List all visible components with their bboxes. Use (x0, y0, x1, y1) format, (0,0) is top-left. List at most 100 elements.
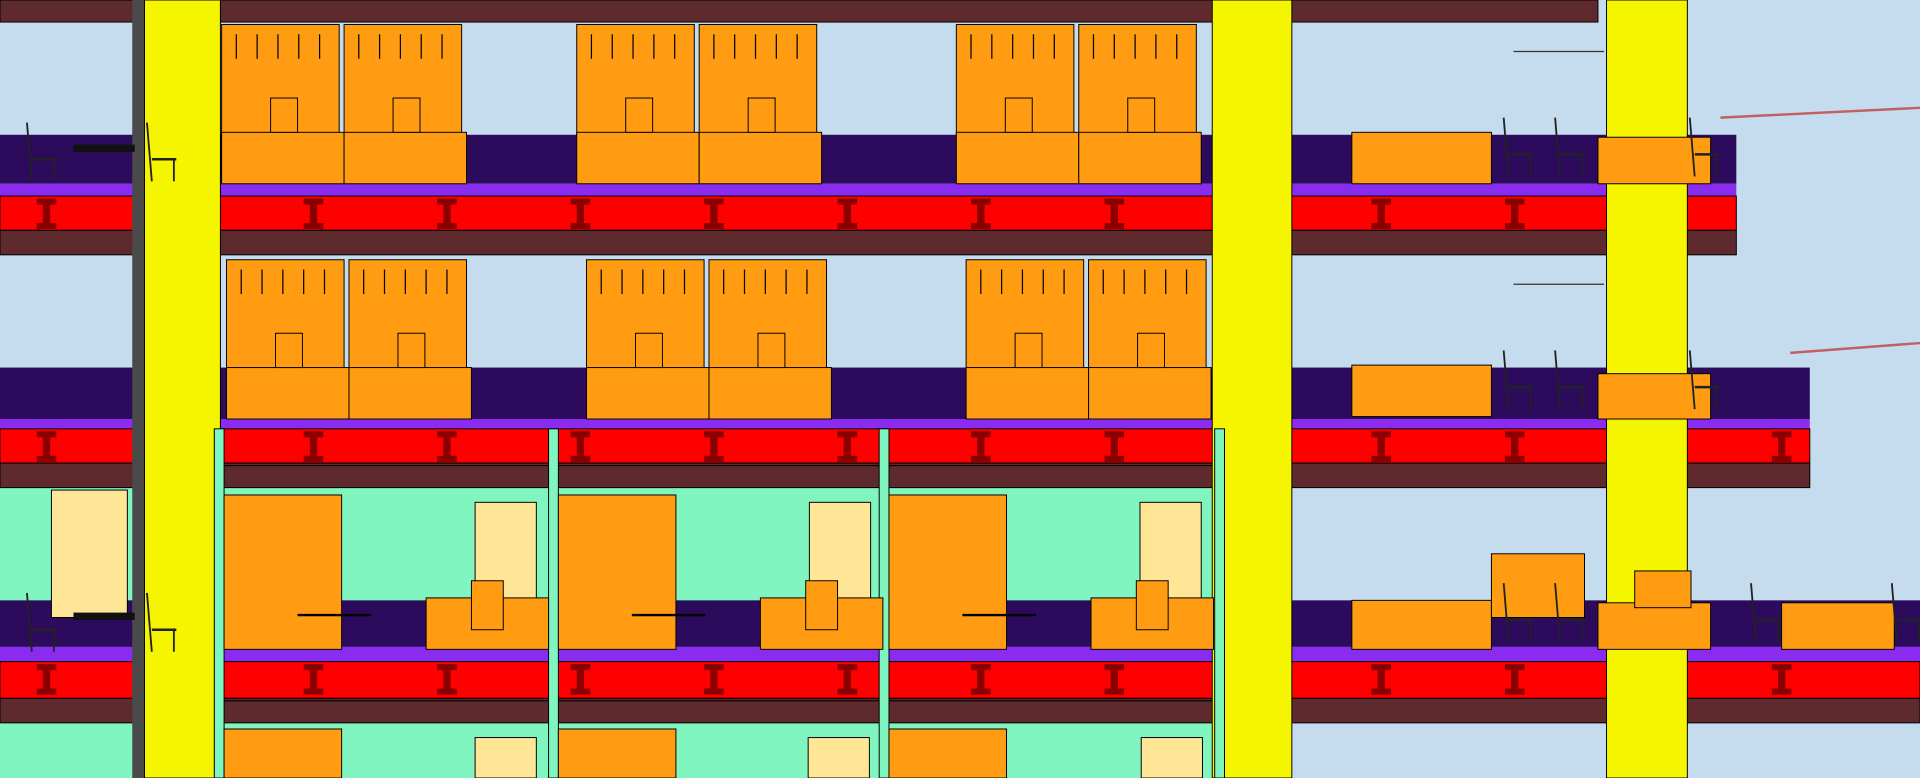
desk (1078, 131, 1202, 185)
chair (1137, 332, 1165, 369)
desk (221, 131, 345, 185)
hanger (1771, 664, 1792, 671)
chair-leg (1502, 117, 1510, 177)
desk (343, 131, 468, 185)
hanger (1504, 688, 1525, 695)
hanger (1104, 664, 1125, 671)
desk (698, 131, 823, 185)
wardrobe (888, 728, 1008, 778)
chair-leg (1890, 583, 1898, 643)
hanger (437, 688, 457, 695)
hanger (1371, 222, 1392, 230)
hanger (977, 204, 985, 227)
chair (1127, 97, 1156, 133)
chair-leg (1502, 350, 1510, 410)
hanger (303, 222, 324, 230)
chair-leg (1554, 583, 1561, 643)
office-chair (470, 580, 504, 631)
floor-line (0, 419, 1810, 429)
hanger (1511, 670, 1519, 693)
hanger (1377, 670, 1385, 693)
hanger (1371, 688, 1392, 695)
slab (0, 229, 1737, 256)
hanger (1504, 431, 1525, 438)
slab (0, 462, 1811, 489)
desk (965, 367, 1090, 420)
hanger (36, 431, 57, 438)
hanger (837, 198, 858, 205)
hanger (1377, 437, 1385, 460)
hanger (1771, 431, 1792, 438)
hanger (303, 664, 324, 671)
chair (635, 332, 663, 369)
hanger (570, 222, 591, 230)
hanger (704, 664, 724, 671)
hanger (704, 222, 724, 230)
hanger (971, 455, 991, 462)
desk (1088, 367, 1212, 420)
desk (708, 367, 832, 420)
hanger (1104, 198, 1125, 205)
hanger (1110, 204, 1118, 227)
chair-leg (1688, 117, 1696, 177)
chair (625, 97, 654, 133)
slab (0, 0, 1599, 23)
hanger (971, 664, 991, 671)
hanger (1771, 688, 1792, 695)
hanger (443, 437, 451, 460)
hanger (303, 455, 324, 462)
hanger (843, 204, 852, 227)
hanger (971, 431, 991, 438)
hanger (1104, 688, 1125, 695)
hanger (704, 688, 724, 695)
door (807, 737, 870, 778)
railing (1790, 341, 1920, 355)
desk (955, 131, 1080, 185)
hanger (710, 437, 718, 460)
hanger (977, 670, 985, 693)
floor-line (0, 646, 1920, 662)
slab (0, 697, 1920, 724)
hanger (1371, 455, 1392, 462)
hanger (704, 198, 724, 205)
hanger (303, 688, 324, 695)
wardrobe (223, 494, 343, 650)
hanger (1377, 204, 1385, 227)
chair-leg (26, 592, 33, 652)
hanger (1371, 431, 1392, 438)
hanger (1777, 670, 1786, 693)
hanger (437, 455, 457, 462)
hanger (570, 664, 591, 671)
hanger (704, 431, 724, 438)
chair-leg (1554, 350, 1561, 410)
hanger (1504, 664, 1525, 671)
hanger (576, 204, 585, 227)
hanger (309, 204, 318, 227)
sofa (1781, 602, 1895, 650)
sofa (1490, 553, 1585, 618)
hanger (971, 222, 991, 230)
hanger (576, 670, 585, 693)
hanger (36, 664, 57, 671)
hanger (576, 437, 585, 460)
hanger (36, 688, 57, 695)
hanger (1104, 222, 1125, 230)
hanger (837, 222, 858, 230)
sofa (1634, 570, 1692, 609)
hanger (1504, 222, 1525, 230)
door (50, 489, 128, 618)
hanger (303, 431, 324, 438)
hanger (1511, 437, 1519, 460)
sofa (1597, 602, 1712, 650)
hanger (837, 431, 858, 438)
hanger (437, 222, 457, 230)
hanger (42, 670, 51, 693)
hanger (309, 437, 318, 460)
hanger (710, 204, 718, 227)
hanger (837, 688, 858, 695)
hanger (971, 688, 991, 695)
hanger (303, 198, 324, 205)
chair (397, 332, 426, 369)
chair (392, 97, 421, 133)
